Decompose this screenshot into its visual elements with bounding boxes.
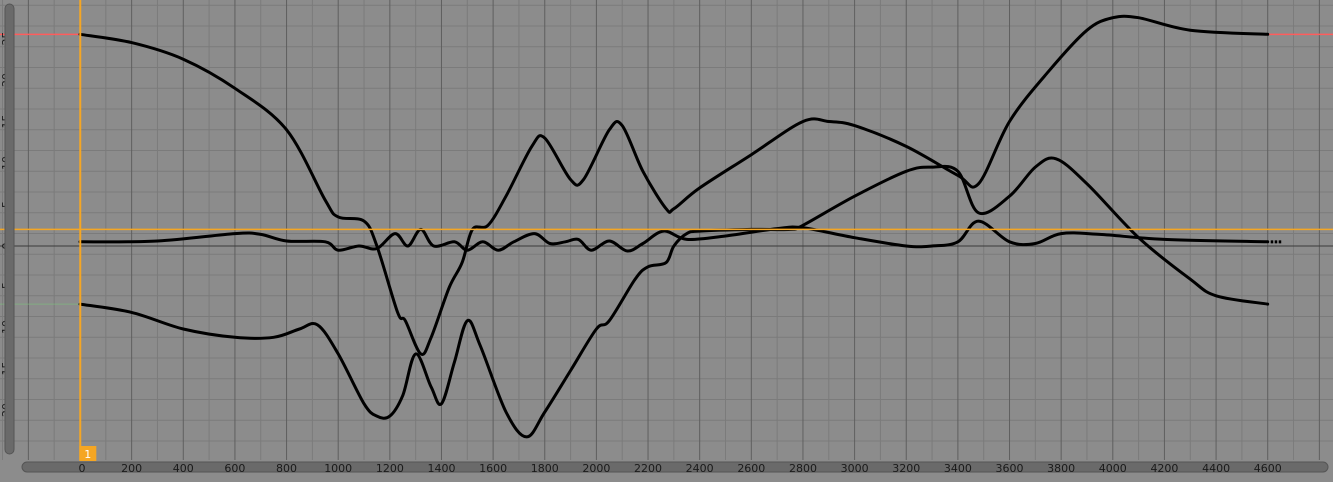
playhead-cursor[interactable] [0, 0, 1333, 460]
current-frame-indicator[interactable]: 1 [79, 446, 97, 461]
extrapolation-dot [1274, 240, 1278, 244]
fcurve-3[interactable] [78, 156, 1270, 439]
current-frame-label: 1 [84, 448, 91, 461]
extrapolation-dot [1278, 240, 1282, 244]
x-tick-label: 1600 [479, 462, 507, 475]
x-tick-label: 4000 [1099, 462, 1127, 475]
x-tick-label: 3600 [996, 462, 1024, 475]
x-tick-label: 1000 [324, 462, 352, 475]
horizontal-scrollbar[interactable] [21, 461, 1329, 473]
x-tick-label: 200 [121, 462, 142, 475]
x-tick-label: 400 [173, 462, 194, 475]
x-tick-label: 600 [224, 462, 245, 475]
x-tick-label: 3800 [1047, 462, 1075, 475]
x-tick-label: 4400 [1202, 462, 1230, 475]
current-frame-badge[interactable] [79, 446, 97, 461]
x-tick-label: 3400 [944, 462, 972, 475]
x-tick-label: 2000 [582, 462, 610, 475]
x-tick-label: 4200 [1150, 462, 1178, 475]
x-tick-label: 2400 [686, 462, 714, 475]
x-tick-label: 4600 [1254, 462, 1282, 475]
vertical-scrollbar[interactable] [4, 3, 15, 455]
fcurve-2[interactable] [78, 219, 1270, 253]
x-tick-label: 2200 [634, 462, 662, 475]
fcurve-1[interactable] [78, 14, 1270, 356]
horizontal-scrollbar-track[interactable] [21, 461, 1329, 473]
extrapolation-dot [1270, 240, 1274, 244]
x-tick-label: 2600 [737, 462, 765, 475]
x-tick-label: 1800 [531, 462, 559, 475]
x-tick-label: 3200 [892, 462, 920, 475]
x-tick-label: 800 [276, 462, 297, 475]
fcurves[interactable] [78, 14, 1282, 439]
x-tick-label: 1200 [376, 462, 404, 475]
vertical-scrollbar-track[interactable] [4, 3, 15, 455]
x-tick-label: 1400 [427, 462, 455, 475]
x-tick-label: 3000 [841, 462, 869, 475]
x-tick-label: 2800 [789, 462, 817, 475]
x-tick-label: 0 [79, 462, 86, 475]
x-axis-tick-labels: 0 200 400 600 800 1000 1200 1400 1600 1800 2000 220… [79, 462, 1282, 475]
